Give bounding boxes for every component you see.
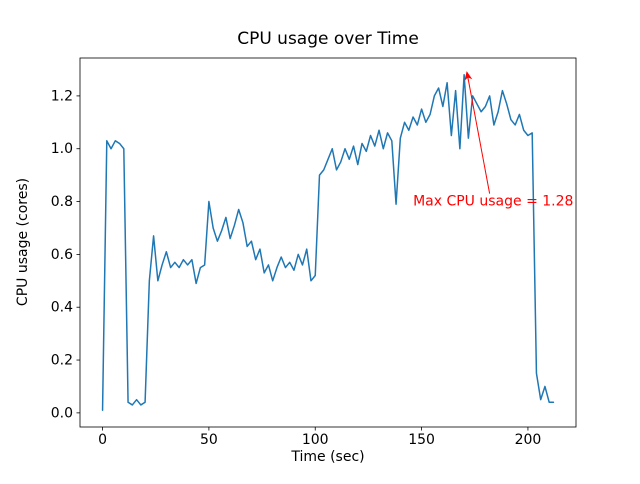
y-tick-label: 0.6 — [51, 247, 73, 263]
x-tick-label: 150 — [408, 432, 435, 448]
x-tick-label: 200 — [515, 432, 542, 448]
y-axis-label: CPU usage (cores) — [15, 178, 31, 306]
axes-spines — [79, 57, 577, 428]
y-tick-label: 0.8 — [51, 194, 73, 210]
chart-title: CPU usage over Time — [237, 29, 419, 49]
y-tick-label: 1.2 — [51, 88, 73, 104]
x-axis-label: Time (sec) — [290, 449, 364, 465]
y-tick-label: 0.2 — [51, 353, 73, 369]
y-tick-label: 0.0 — [51, 405, 73, 421]
cpu-usage-line — [101, 74, 555, 411]
max-cpu-annotation: Max CPU usage = 1.28 — [413, 194, 573, 210]
x-tick-label: 50 — [200, 432, 218, 448]
y-tick-label: 1.0 — [51, 141, 73, 157]
annotation-arrow — [464, 71, 491, 194]
x-tick-label: 0 — [98, 432, 107, 448]
y-tick-label: 0.4 — [51, 300, 73, 316]
plot-area: 0 50 100 150 200 0.0 0.2 0.4 0.6 0.8 1.0 1.2 — [51, 57, 577, 448]
x-tick-label: 100 — [302, 432, 329, 448]
